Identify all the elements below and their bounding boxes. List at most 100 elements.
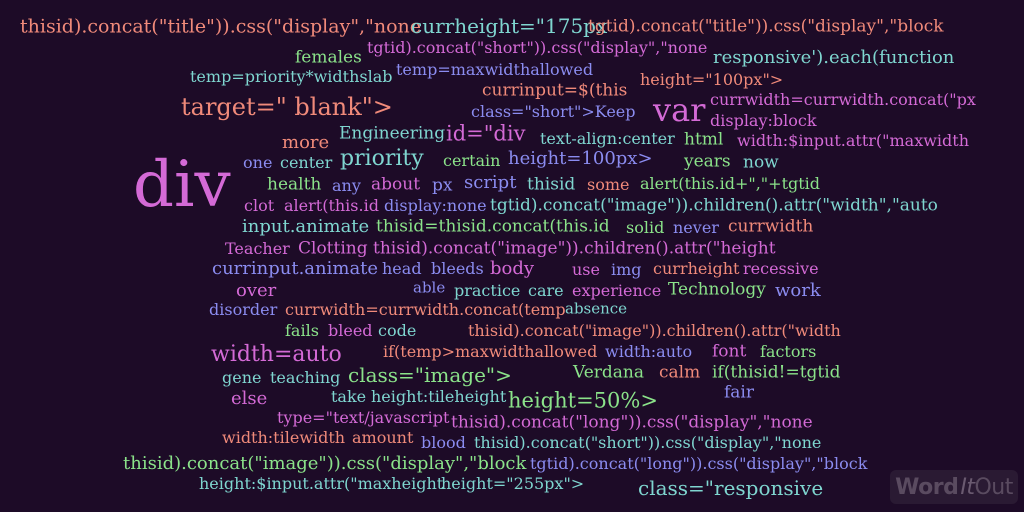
cloud-word: more [282,132,330,153]
cloud-word: alert(this.id [284,196,379,215]
cloud-word: tgtid).concat("title")).css("display","b… [588,16,944,37]
cloud-word: about [371,174,421,195]
cloud-word: width:auto [605,342,693,361]
cloud-word: any [332,176,361,195]
cloud-word: if(temp>maxwidthallowed [383,342,598,361]
cloud-word: responsive').each(function [713,47,955,68]
cloud-word: Clotting [298,238,368,259]
cloud-word: body [490,258,535,279]
cloud-word: fair [724,382,754,403]
cloud-word: take [331,387,367,406]
cloud-word: currheight [653,259,740,278]
cloud-word: currinput=$(this [482,80,628,101]
cloud-word: amount [352,428,414,447]
cloud-word: tgtid).concat("long")).css("display","bl… [530,454,868,473]
cloud-word: calm [659,362,701,383]
cloud-word: thisid=thisid.concat(this.id [376,216,610,237]
cloud-word: years [684,151,731,172]
cloud-word: gene [222,368,262,387]
cloud-word: width=auto [211,342,342,367]
cloud-word: currheight="175px [411,14,608,38]
cloud-word: now [743,152,779,173]
cloud-word: input.animate [242,216,370,237]
cloud-word: id="div [446,121,526,146]
cloud-word: never [673,218,719,237]
cloud-word: over [236,280,277,301]
cloud-word: display:block [710,111,817,130]
cloud-word: class="responsive [638,476,824,500]
cloud-word: script [464,172,517,193]
logo-word: Word [895,474,959,500]
cloud-word: Teacher [225,239,290,258]
cloud-word: Technology [668,279,766,300]
cloud-word: class="image"> [348,363,512,387]
cloud-word: bleed [328,321,373,340]
cloud-word: solid [626,218,665,237]
cloud-word: recessive [743,259,819,278]
cloud-word: display:none [384,196,487,215]
cloud-word: height="100px"> [640,70,784,89]
cloud-word: type="text/javascript [277,408,450,427]
cloud-word: currwidth=currwidth.concat(temp [285,300,566,319]
cloud-word: experience [572,281,662,300]
cloud-word: care [528,281,564,300]
cloud-word: currwidth=currwidth.concat("px [710,90,976,109]
cloud-word: blood [421,433,466,452]
cloud-word: one [243,153,273,172]
cloud-word: certain [443,151,501,170]
cloud-word: px [432,175,453,196]
cloud-word: html [684,129,724,150]
cloud-word: teaching [270,368,341,387]
cloud-word: div [133,148,231,222]
cloud-word: temp=priority*widthslab [190,67,393,86]
cloud-word: health [267,174,322,195]
cloud-word: some [587,175,630,194]
cloud-word: thisid).concat("image")).children().attr… [468,321,841,340]
cloud-word: width:tilewidth [222,428,346,447]
cloud-word: practice [454,281,521,300]
cloud-word: width:$input.attr("maxwidth [737,131,970,150]
cloud-word: Verdana [573,362,645,383]
cloud-word: class="short">Keep [471,102,636,121]
cloud-word: thisid [527,174,576,195]
cloud-word: height:tileheight [371,387,507,406]
cloud-word: else [231,388,268,409]
cloud-word: tgtid).concat("short")).css("display","n… [367,38,708,57]
cloud-word: img [611,260,642,279]
wordle-logo: Word It Out [890,470,1018,504]
cloud-word: thisid).concat("short")).css("display","… [474,433,822,452]
cloud-word: currwidth [728,216,814,237]
cloud-word: work [775,280,821,301]
cloud-word: font [712,341,747,362]
cloud-word: height="255px"> [441,474,585,493]
logo-it: It [960,474,975,500]
cloud-word: if(thisid!=tgtid [712,362,841,383]
cloud-word: tgtid).concat("image")).children().attr(… [490,195,938,216]
cloud-word: priority [340,146,424,171]
cloud-word: target=" blank"> [181,93,393,121]
cloud-word: able [413,278,446,297]
cloud-word: head [382,259,422,278]
cloud-word: disorder [209,300,278,319]
cloud-word: var [653,91,706,129]
cloud-word: Engineering [339,123,446,144]
cloud-word: clot [244,196,275,215]
cloud-word: height:$input.attr("maxheight [199,474,444,493]
cloud-word: currinput.animate [212,258,379,279]
cloud-word: height=50%> [508,388,658,413]
cloud-word: thisid).concat("long")).css("display","n… [451,412,813,433]
cloud-word: text-align:center [540,129,675,148]
cloud-word: center [280,153,333,172]
cloud-word: fails [285,321,319,340]
cloud-word: use [572,260,600,279]
cloud-word: height=100px> [508,148,653,169]
cloud-word: temp=maxwidthallowed [396,60,594,79]
cloud-word: bleeds [431,259,484,278]
cloud-word: alert(this.id+","+tgtid [640,174,821,193]
cloud-word: factors [760,342,817,361]
cloud-word: thisid).concat("image")).css("display","… [123,453,527,474]
logo-out: Out [974,474,1013,500]
cloud-word: absence [565,299,628,318]
cloud-word: thisid).concat("title")).css("display","… [20,15,421,38]
